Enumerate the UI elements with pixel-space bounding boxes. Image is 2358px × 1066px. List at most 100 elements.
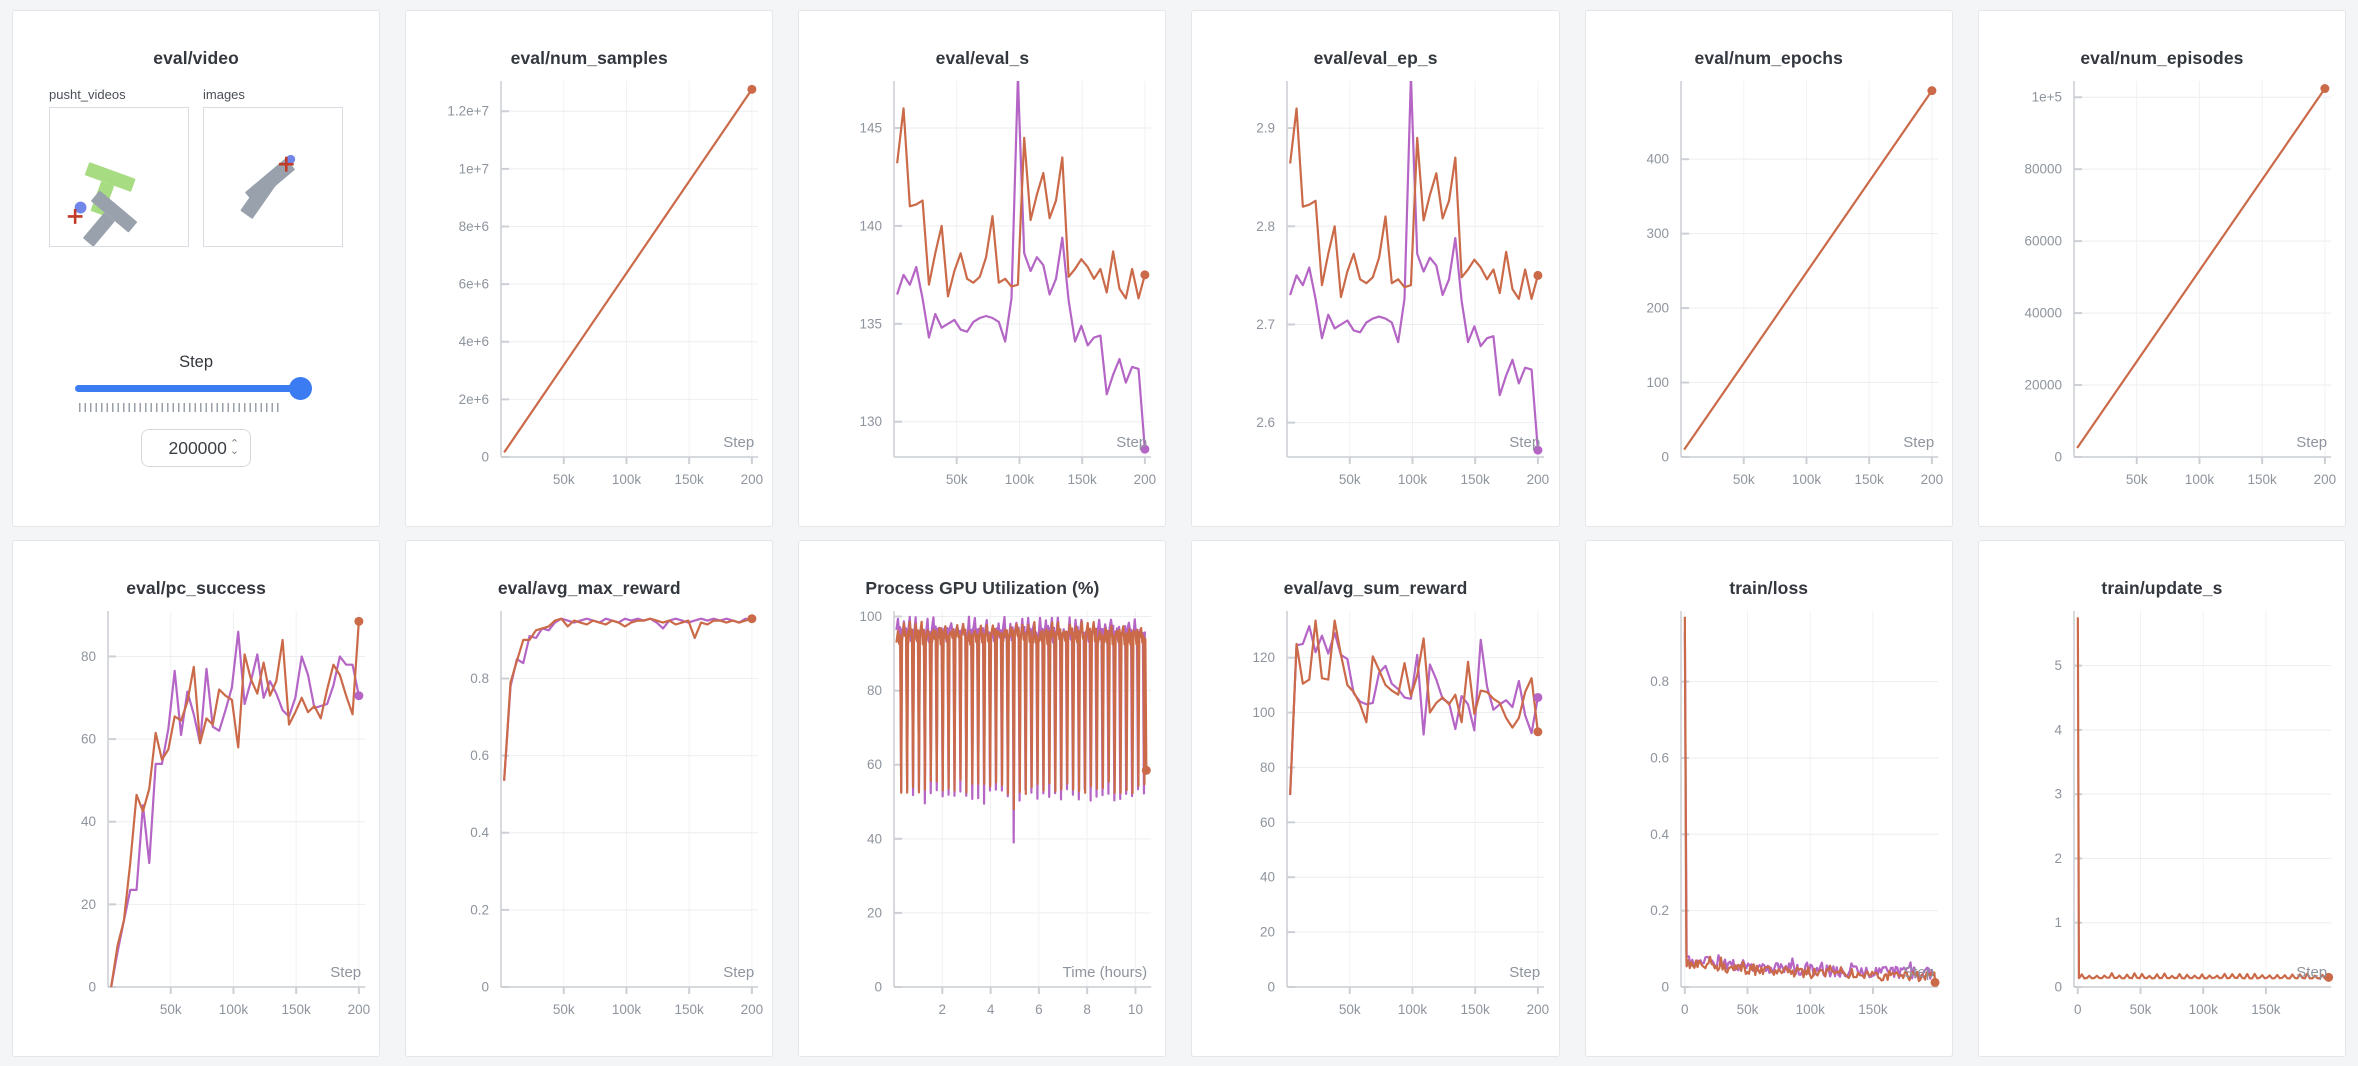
- svg-text:4e+6: 4e+6: [459, 334, 489, 349]
- panel-pc_success: eval/pc_success 50k 100k 150k 200 0 20 40 60 80 S…: [12, 540, 381, 1057]
- x-axis-label: Step: [1510, 964, 1541, 981]
- chart-canvas[interactable]: 50k 100k 150k 200 2.6 2.7 2.8 2.9 Step: [1192, 73, 1558, 519]
- svg-text:10: 10: [1128, 1002, 1143, 1017]
- svg-text:1e+7: 1e+7: [459, 161, 489, 176]
- svg-text:200: 200: [1134, 472, 1157, 487]
- chart-canvas[interactable]: 50k 100k 150k 200 0 2e+6 4e+6 6e+6 8e+6 1e+7 1.2e+…: [406, 73, 772, 519]
- svg-text:2.8: 2.8: [1257, 219, 1276, 234]
- svg-text:130: 130: [860, 414, 883, 429]
- svg-text:4: 4: [987, 1002, 995, 1017]
- svg-text:40000: 40000: [2024, 306, 2062, 321]
- media-label-images: images: [203, 87, 245, 102]
- chart-canvas[interactable]: 50k 100k 150k 200 0 0.2 0.4 0.6 0.8 Step: [406, 603, 772, 1049]
- svg-text:60: 60: [81, 732, 96, 747]
- svg-text:0: 0: [2054, 980, 2062, 995]
- svg-text:150k: 150k: [282, 1002, 312, 1017]
- panel-avg_max_reward: eval/avg_max_reward 50k 100k 150k 200 0 0.2 0.…: [405, 540, 774, 1057]
- svg-text:100k: 100k: [612, 472, 642, 487]
- svg-text:50k: 50k: [1736, 1002, 1758, 1017]
- step-input-field[interactable]: [152, 437, 227, 459]
- svg-text:0.8: 0.8: [470, 671, 489, 686]
- svg-text:150k: 150k: [1858, 1002, 1888, 1017]
- svg-text:2.7: 2.7: [1257, 317, 1276, 332]
- svg-text:50k: 50k: [946, 472, 968, 487]
- svg-text:150k: 150k: [1068, 472, 1098, 487]
- step-slider-ticks: [79, 403, 279, 412]
- svg-text:140: 140: [860, 218, 883, 233]
- svg-text:0: 0: [89, 980, 97, 995]
- svg-text:40: 40: [81, 814, 96, 829]
- panel-avg_sum_reward: eval/avg_sum_reward 50k 100k 150k 200 0 20 40 6…: [1191, 540, 1560, 1057]
- svg-text:1e+5: 1e+5: [2031, 90, 2061, 105]
- svg-text:50k: 50k: [553, 472, 575, 487]
- svg-text:2e+6: 2e+6: [459, 392, 489, 407]
- svg-text:8e+6: 8e+6: [459, 219, 489, 234]
- svg-text:60: 60: [1260, 815, 1275, 830]
- series-end-dot: [1142, 765, 1152, 775]
- svg-text:8: 8: [1084, 1002, 1092, 1017]
- chart-title: eval/num_samples: [510, 48, 668, 68]
- pusht-target-cross: [278, 156, 294, 172]
- panel-gpu_util: Process GPU Utilization (%) 2 4 6 8 10 0 20 40 6…: [798, 540, 1167, 1057]
- chart-canvas[interactable]: 50k 100k 150k 200 130 135 140 145 Step: [799, 73, 1165, 519]
- pusht-agent-dot: [74, 201, 87, 214]
- svg-text:100k: 100k: [1795, 1002, 1825, 1017]
- chart-canvas[interactable]: 50k 100k 150k 200 0 20 40 60 80 100 120 Step: [1192, 603, 1558, 1049]
- step-increment-icon[interactable]: ⌃: [229, 438, 240, 450]
- svg-text:300: 300: [1646, 226, 1669, 241]
- svg-text:20000: 20000: [2024, 378, 2062, 393]
- pusht-agent-dot: [286, 154, 296, 164]
- chart-canvas[interactable]: 0 50k 100k 150k 0 1 2 3 4 5 Step: [1979, 603, 2345, 1049]
- svg-text:20: 20: [81, 897, 96, 912]
- svg-text:100k: 100k: [2188, 1002, 2218, 1017]
- pusht-block-t-shape: [240, 158, 295, 219]
- svg-text:0.8: 0.8: [1650, 674, 1669, 689]
- svg-text:0.2: 0.2: [470, 902, 489, 917]
- svg-text:80000: 80000: [2024, 162, 2062, 177]
- chart-canvas[interactable]: 0 50k 100k 150k 0 0.2 0.4 0.6 0.8 Step: [1586, 603, 1952, 1049]
- svg-text:400: 400: [1646, 152, 1669, 167]
- svg-text:200: 200: [2313, 472, 2336, 487]
- svg-text:0: 0: [2074, 1002, 2082, 1017]
- panel-eval_s: eval/eval_s 50k 100k 150k 200 130 135 140 145 St…: [798, 10, 1167, 527]
- x-axis-label: Step: [1903, 434, 1934, 451]
- chart-canvas[interactable]: 50k 100k 150k 200 0 100 200 300 400 Step: [1586, 73, 1952, 519]
- svg-text:145: 145: [860, 121, 883, 136]
- svg-text:100k: 100k: [219, 1002, 249, 1017]
- panel-train_loss: train/loss 0 50k 100k 150k 0 0.2 0.4 0.6 0.8 Step: [1584, 540, 1953, 1057]
- series-end-dot: [1140, 270, 1150, 280]
- x-axis-label: Step: [1117, 434, 1148, 451]
- svg-text:0.2: 0.2: [1650, 903, 1669, 918]
- step-decrement-icon[interactable]: ⌄: [229, 445, 240, 457]
- image-thumbnail[interactable]: [203, 107, 343, 247]
- panel-eval_ep_s: eval/eval_ep_s 50k 100k 150k 200 2.6 2.7 2.8 2.…: [1191, 10, 1560, 527]
- chart-canvas[interactable]: 50k 100k 150k 200 0 20000 40000 60000 80000 1e+5 S…: [1979, 73, 2345, 519]
- svg-text:2.9: 2.9: [1257, 121, 1276, 136]
- svg-text:60000: 60000: [2024, 234, 2062, 249]
- svg-text:60: 60: [867, 757, 882, 772]
- svg-text:50k: 50k: [2129, 1002, 2151, 1017]
- chart-canvas[interactable]: 50k 100k 150k 200 0 20 40 60 80 Step: [13, 603, 379, 1049]
- svg-text:0.6: 0.6: [470, 748, 489, 763]
- svg-text:100k: 100k: [1398, 1002, 1428, 1017]
- step-slider-thumb[interactable]: [289, 377, 312, 400]
- chart-title: eval/avg_max_reward: [497, 578, 681, 598]
- step-slider[interactable]: [75, 377, 312, 400]
- svg-text:0: 0: [1268, 980, 1276, 995]
- svg-text:0: 0: [1681, 1002, 1689, 1017]
- svg-text:200: 200: [741, 1002, 764, 1017]
- series-end-dot: [747, 84, 757, 94]
- svg-text:6e+6: 6e+6: [459, 277, 489, 292]
- svg-text:200: 200: [1527, 472, 1550, 487]
- video-thumbnail-pusht[interactable]: [49, 107, 189, 247]
- svg-text:100k: 100k: [1005, 472, 1035, 487]
- svg-text:50k: 50k: [553, 1002, 575, 1017]
- svg-text:5: 5: [2054, 658, 2062, 673]
- svg-text:150k: 150k: [1854, 472, 1884, 487]
- svg-text:0.4: 0.4: [470, 825, 489, 840]
- step-input[interactable]: ⌃ ⌄: [141, 429, 251, 467]
- chart-title: train/update_s: [2101, 578, 2223, 598]
- pusht-target-cross: [67, 209, 83, 224]
- svg-text:2: 2: [2054, 851, 2062, 866]
